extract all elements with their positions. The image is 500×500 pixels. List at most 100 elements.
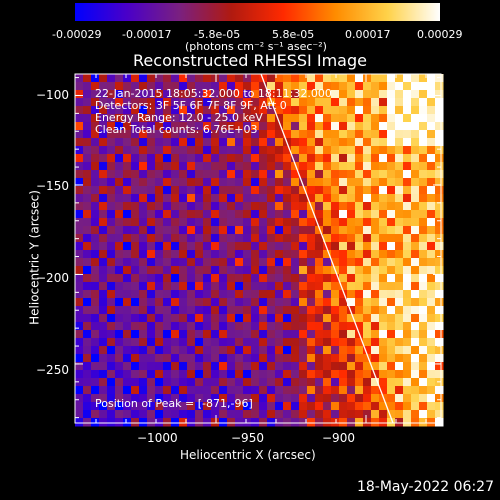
heatmap-cell [387,202,396,211]
heatmap-cell [187,138,196,147]
heatmap-cell [355,106,364,115]
heatmap-cell [171,282,180,291]
heatmap-cell [419,170,428,179]
heatmap-cell [267,314,276,323]
heatmap-cell [299,210,308,219]
heatmap-cell [83,378,92,387]
heatmap-cell [331,98,340,107]
heatmap-cell [179,386,188,395]
heatmap-cell [115,386,124,395]
heatmap-cell [227,418,236,427]
heatmap-cell [411,370,420,379]
heatmap-cell [371,282,380,291]
heatmap-cell [363,74,372,83]
heatmap-cell [291,82,300,91]
heatmap-cell [187,338,196,347]
heatmap-cell [131,330,140,339]
heatmap-cell [419,106,428,115]
heatmap-cell [395,106,404,115]
heatmap-cell [163,162,172,171]
heatmap-cell [219,394,228,403]
heatmap-cell [211,386,220,395]
heatmap-cell [371,330,380,339]
heatmap-cell [291,354,300,363]
heatmap-cell [211,282,220,291]
heatmap-cell [211,82,220,91]
heatmap-cell [131,122,140,131]
heatmap-cell [363,170,372,179]
heatmap-cell [123,386,132,395]
heatmap-cell [435,394,444,403]
heatmap-cell [115,370,124,379]
heatmap-cell [91,250,100,259]
heatmap-cell [123,242,132,251]
heatmap-cell [291,202,300,211]
heatmap-cell [299,282,308,291]
heatmap-cell [131,394,140,403]
heatmap-cell [411,154,420,163]
heatmap-cell [75,250,84,259]
heatmap-cell [291,362,300,371]
heatmap-cell [107,242,116,251]
heatmap-cell [339,114,348,123]
heatmap-cell [395,370,404,379]
heatmap-cell [163,418,172,427]
heatmap-cell [243,330,252,339]
heatmap-cell [91,154,100,163]
heatmap-cell [251,114,260,123]
heatmap-cell [163,274,172,283]
heatmap-cell [91,242,100,251]
heatmap-cell [435,114,444,123]
heatmap-cell [299,250,308,259]
heatmap-cell [427,314,436,323]
heatmap-cell [227,90,236,99]
heatmap-cell [411,178,420,187]
heatmap-cell [403,378,412,387]
heatmap-cell [307,74,316,83]
heatmap-cell [275,226,284,235]
heatmap-cell [403,234,412,243]
heatmap-cell [163,394,172,403]
heatmap-cell [307,306,316,315]
heatmap-cell [331,314,340,323]
y-tick-label: −250 [36,363,69,377]
heatmap-cell [243,146,252,155]
heatmap-cell [139,314,148,323]
heatmap-cell [203,74,212,83]
heatmap-cell [219,138,228,147]
heatmap-cell [347,218,356,227]
heatmap-cell [259,386,268,395]
heatmap-cell [363,138,372,147]
heatmap-cell [323,106,332,115]
heatmap-cell [395,298,404,307]
heatmap-cell [83,186,92,195]
heatmap-cell [195,74,204,83]
heatmap-cell [179,330,188,339]
heatmap-cell [75,202,84,211]
heatmap-cell [171,250,180,259]
heatmap-cell [355,82,364,91]
heatmap-cell [315,138,324,147]
heatmap-cell [235,322,244,331]
heatmap-cell [427,394,436,403]
heatmap-cell [307,242,316,251]
heatmap-cell [251,394,260,403]
heatmap-cell [235,298,244,307]
heatmap-cell [195,106,204,115]
heatmap-cell [75,226,84,235]
heatmap-cell [163,74,172,83]
heatmap-cell [395,194,404,203]
heatmap-cell [107,386,116,395]
heatmap-cell [379,338,388,347]
heatmap-cell [419,194,428,203]
heatmap-cell [115,218,124,227]
heatmap-cell [227,234,236,243]
heatmap-cell [75,386,84,395]
heatmap-cell [267,362,276,371]
heatmap-cell [211,354,220,363]
heatmap-cell [267,210,276,219]
heatmap-cell [347,194,356,203]
heatmap-cell [379,154,388,163]
heatmap-cell [107,378,116,387]
heatmap-cell [219,178,228,187]
